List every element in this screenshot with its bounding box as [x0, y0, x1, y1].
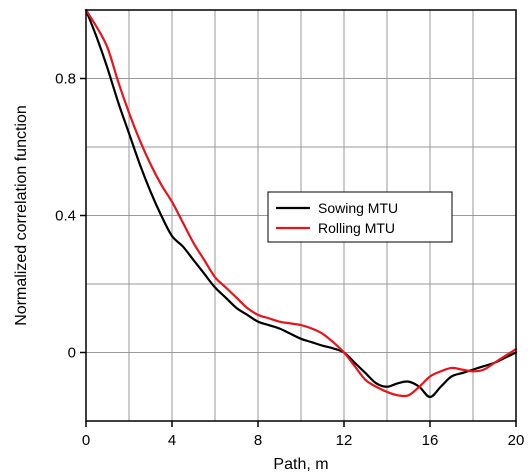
x-tick-label: 12: [336, 432, 353, 449]
x-tick-label: 20: [508, 432, 525, 449]
x-tick-label: 4: [168, 432, 176, 449]
x-axis-title: Path, m: [273, 456, 328, 473]
legend-label: Sowing MTU: [318, 200, 398, 216]
y-tick-label: 0: [68, 345, 76, 362]
y-tick-label: 0.4: [55, 208, 76, 225]
y-tick-label: 0.8: [55, 71, 76, 88]
x-tick-label: 0: [82, 432, 90, 449]
ticks: 0 4 8 12 16 20 0 0.4 0.8: [55, 71, 524, 450]
x-tick-label: 8: [254, 432, 262, 449]
legend-label: Rolling MTU: [318, 220, 395, 236]
y-axis-title: Normalized correlation function: [13, 105, 30, 326]
x-tick-label: 16: [422, 432, 439, 449]
legend: Sowing MTU Rolling MTU: [268, 192, 452, 242]
